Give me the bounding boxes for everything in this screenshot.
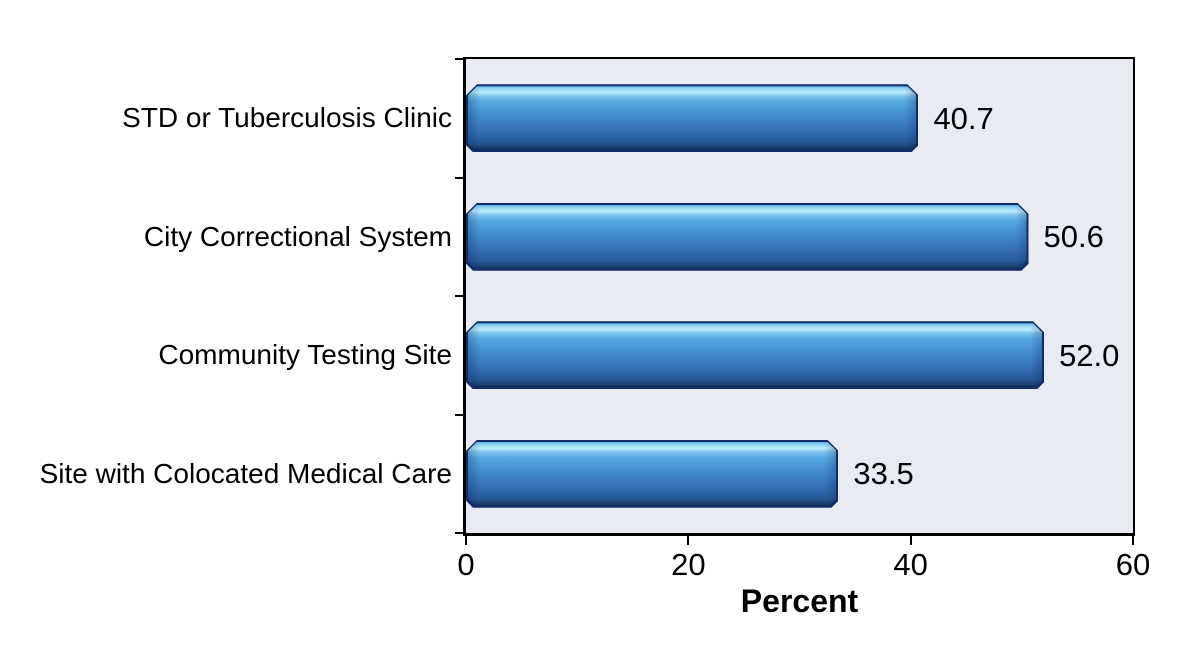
bar <box>466 84 918 152</box>
y-axis-tick <box>455 413 466 416</box>
x-axis-tick-label: 20 <box>671 547 706 582</box>
bar-fill <box>468 205 1027 268</box>
value-label: 50.6 <box>1043 219 1104 255</box>
x-axis-tick <box>465 536 467 545</box>
category-label: Site with Colocated Medical Care <box>39 457 452 489</box>
bar-fill <box>468 86 916 149</box>
bar <box>466 440 838 508</box>
x-axis-tick <box>687 536 690 545</box>
x-axis-tick-label: 40 <box>893 547 928 582</box>
x-axis-tick-label: 0 <box>457 547 475 582</box>
x-axis-title: Percent <box>740 583 859 619</box>
category-label: City Correctional System <box>143 220 452 252</box>
value-label: 52.0 <box>1059 337 1120 373</box>
bar-fill <box>468 323 1042 386</box>
x-axis-tick <box>1132 536 1134 545</box>
y-axis-tick <box>455 58 466 60</box>
value-label: 40.7 <box>933 100 994 136</box>
value-label: 33.5 <box>853 456 914 492</box>
x-axis-tick <box>909 536 912 545</box>
y-axis-tick <box>455 176 466 179</box>
bar-fill <box>468 442 836 505</box>
category-label: STD or Tuberculosis Clinic <box>122 102 452 134</box>
x-axis-tick-label: 60 <box>1115 547 1151 582</box>
bar <box>466 321 1044 389</box>
category-label: Community Testing Site <box>158 339 452 371</box>
bar <box>466 203 1029 271</box>
plot-area: 40.7 50.6 52.0 33.5 <box>463 57 1135 536</box>
y-axis-tick <box>455 532 466 534</box>
y-axis-tick <box>455 295 466 297</box>
